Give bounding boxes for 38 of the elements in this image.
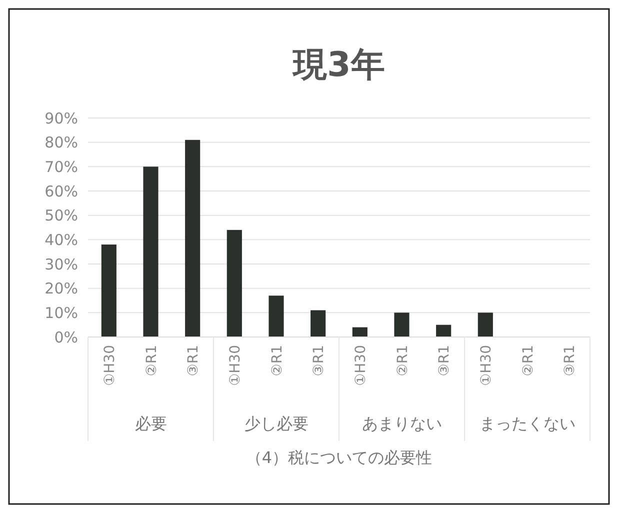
x-tick-label: ②R1 <box>520 345 536 376</box>
y-tick-label: 40% <box>44 230 78 249</box>
x-tick-label: ①H30 <box>102 345 118 386</box>
x-tick-label: ③R1 <box>436 345 453 376</box>
text: 必要 <box>134 414 167 433</box>
y-tick-label: 60% <box>44 182 78 200</box>
x-tick-label: ③R1 <box>186 345 202 376</box>
chart-title: 現3年 <box>292 45 385 85</box>
text: あまりない <box>362 414 442 433</box>
text: 少し必要 <box>244 414 308 433</box>
bar <box>185 140 200 337</box>
y-tick-label: 0% <box>54 328 78 346</box>
bar <box>143 166 158 337</box>
bar <box>268 296 284 337</box>
y-tick-label: 50% <box>44 206 78 225</box>
x-tick-label: ①H30 <box>352 345 369 386</box>
x-tick-label: ③R1 <box>311 345 328 376</box>
bar <box>394 312 410 337</box>
x-tick-label: ③R1 <box>562 345 578 376</box>
y-tick-label: 30% <box>44 255 78 274</box>
x-tick-label: ①H30 <box>227 345 244 386</box>
y-tick-label: 90% <box>44 109 78 128</box>
bar <box>226 230 242 337</box>
y-tick-label: 20% <box>44 280 78 298</box>
bar <box>436 324 452 337</box>
y-tick-label: 80% <box>44 134 78 152</box>
x-tick-label: ②R1 <box>394 345 411 376</box>
bar <box>352 327 368 337</box>
text: まったくない <box>479 414 576 433</box>
bar <box>310 310 326 337</box>
x-tick-label: ①H30 <box>478 345 494 386</box>
y-tick-label: 70% <box>44 158 78 176</box>
x-axis-title: （4）税についての必要性 <box>246 448 432 467</box>
bar <box>101 244 116 337</box>
x-tick-label: ②R1 <box>144 345 160 376</box>
bar <box>478 312 493 337</box>
x-tick-label: ②R1 <box>269 345 286 376</box>
y-tick-label: 10% <box>44 304 78 322</box>
